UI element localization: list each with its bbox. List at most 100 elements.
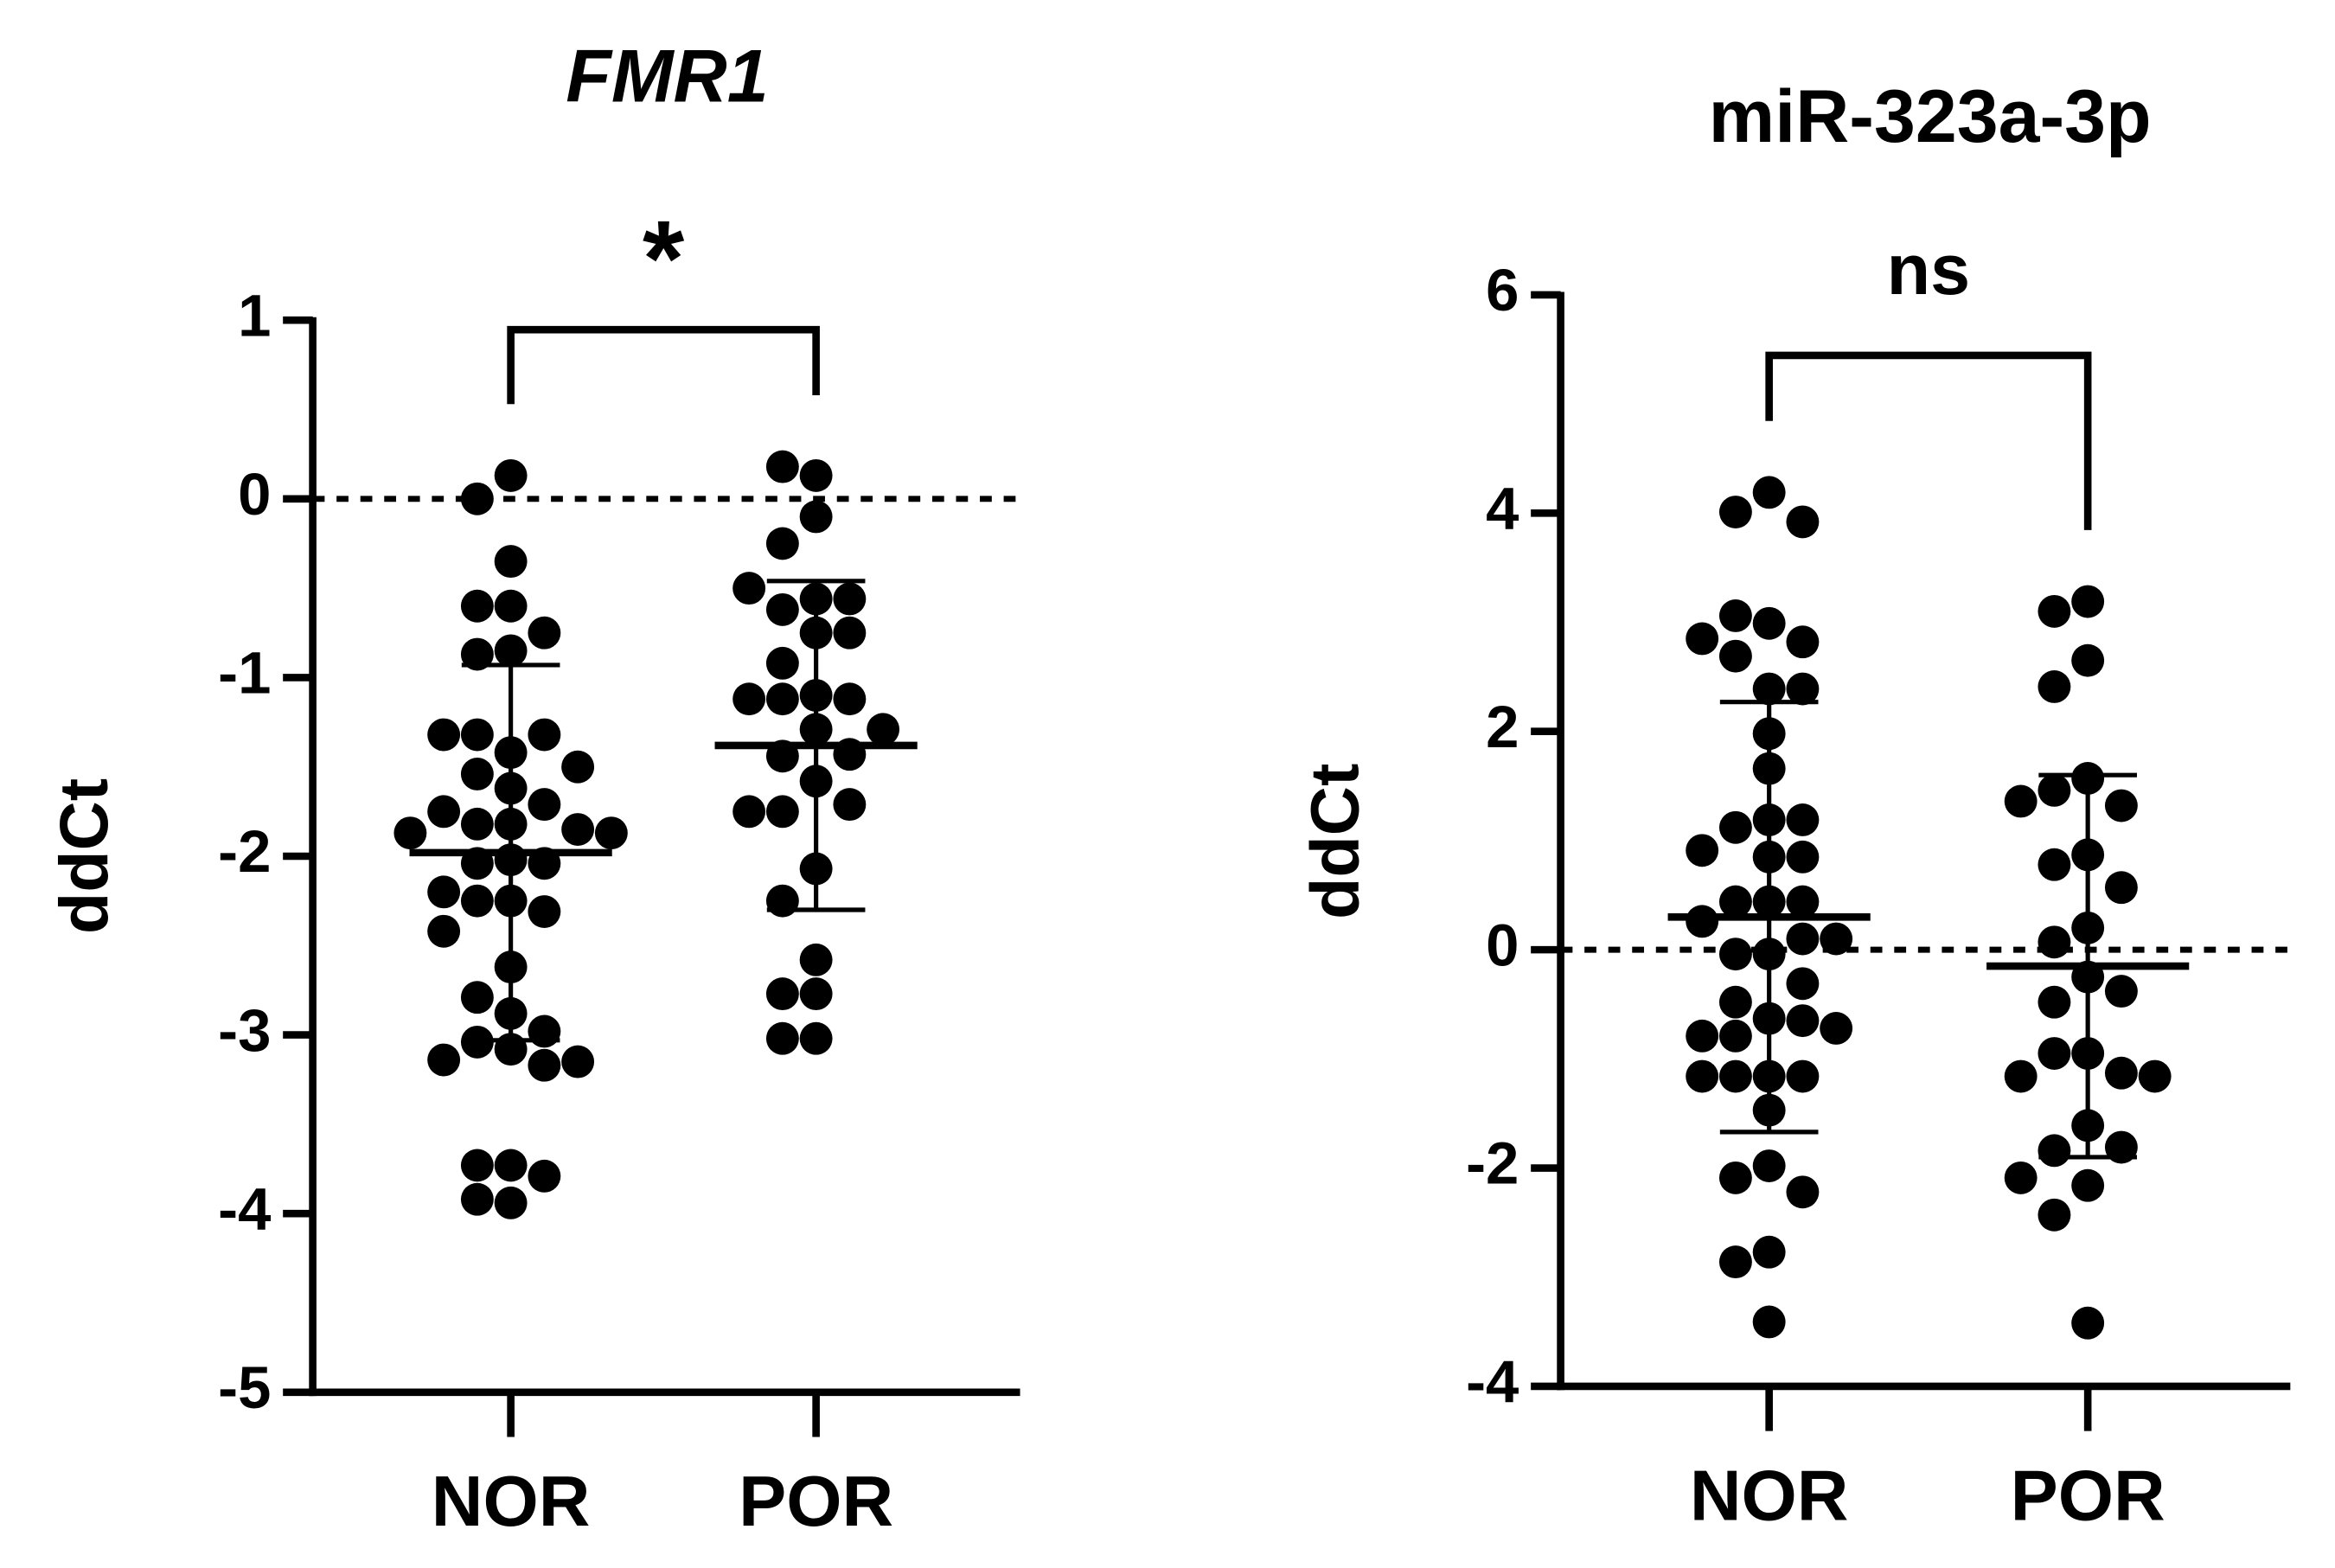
data-point <box>765 682 799 716</box>
data-point <box>765 450 799 483</box>
data-point <box>1786 1004 1820 1038</box>
data-point <box>2138 1059 2172 1093</box>
y-tick-label: -1 <box>218 640 271 707</box>
data-point <box>2038 1134 2071 1168</box>
data-point <box>2104 975 2138 1008</box>
y-tick-label: 1 <box>238 282 271 349</box>
data-point <box>1786 505 1820 539</box>
data-point <box>2071 585 2105 618</box>
data-point <box>2071 1306 2105 1340</box>
y-tick-label: 0 <box>238 461 271 528</box>
data-point <box>460 807 494 841</box>
y-tick-label: 6 <box>1486 257 1519 323</box>
data-point <box>1786 625 1820 659</box>
data-point <box>765 646 799 680</box>
data-point <box>2071 643 2105 677</box>
data-point <box>460 482 494 515</box>
data-point <box>494 634 528 668</box>
data-point <box>1752 672 1786 706</box>
significance-bracket <box>1765 351 2092 530</box>
data-point <box>1686 905 1719 938</box>
significance-label: * <box>643 200 685 319</box>
data-point <box>561 1045 595 1078</box>
data-point <box>460 1149 494 1182</box>
data-point <box>1718 885 1752 918</box>
x-tick-label: POR <box>2011 1455 2165 1535</box>
data-point <box>460 589 494 623</box>
data-point <box>427 1043 461 1077</box>
data-point <box>2004 1059 2038 1093</box>
data-point <box>528 1014 561 1048</box>
data-point <box>1752 1149 1786 1182</box>
data-point <box>1718 1059 1752 1093</box>
data-point <box>494 545 528 579</box>
data-point <box>2038 925 2071 959</box>
data-point <box>494 1149 528 1182</box>
data-point <box>867 713 900 746</box>
data-point <box>2038 1198 2071 1232</box>
data-point <box>2038 594 2071 628</box>
y-tick-label: -4 <box>218 1175 271 1242</box>
x-tick-label: POR <box>739 1461 893 1541</box>
data-point <box>833 616 867 650</box>
data-point <box>765 1021 799 1055</box>
data-point <box>1718 1019 1752 1053</box>
data-point <box>1786 1059 1820 1093</box>
data-point <box>427 914 461 948</box>
data-point <box>1686 622 1719 656</box>
x-tick-label: NOR <box>432 1461 591 1541</box>
y-tick-label: -2 <box>218 818 271 885</box>
data-point <box>833 788 867 822</box>
data-point <box>1718 1161 1752 1194</box>
data-point <box>1752 476 1786 509</box>
y-tick-label: -4 <box>1466 1348 1519 1415</box>
data-point <box>2104 789 2138 822</box>
data-point <box>494 1186 528 1219</box>
data-point <box>460 718 494 752</box>
data-point <box>2038 670 2071 703</box>
panel: FMR1 ddCt -5 -4 -3 -2 -1 0 1 NOR POR * <box>45 35 1020 1541</box>
data-point <box>2038 773 2071 807</box>
data-point <box>765 884 799 918</box>
data-point <box>2071 1168 2105 1202</box>
data-point <box>528 616 561 650</box>
data-point <box>427 718 461 752</box>
data-point <box>1786 885 1820 918</box>
data-point <box>765 795 799 829</box>
significance-label: ns <box>1887 229 1970 310</box>
data-point <box>799 1021 833 1055</box>
data-point <box>2038 848 2071 881</box>
data-point <box>833 582 867 616</box>
data-point <box>2004 784 2038 818</box>
data-point <box>594 816 628 850</box>
data-point <box>1686 834 1719 867</box>
data-point <box>460 884 494 918</box>
data-point <box>833 682 867 716</box>
data-point <box>1820 1012 1853 1045</box>
data-point <box>494 589 528 623</box>
data-point <box>732 795 766 829</box>
data-point <box>765 527 799 560</box>
data-point <box>1786 803 1820 836</box>
data-point <box>460 1182 494 1216</box>
data-point <box>1786 672 1820 706</box>
chart-title: FMR1 <box>566 35 768 118</box>
y-axis-label: ddCt <box>1296 764 1373 919</box>
data-point <box>494 458 528 492</box>
data-point <box>1786 840 1820 874</box>
data-point <box>427 795 461 829</box>
y-tick-label: -5 <box>218 1354 271 1421</box>
data-point <box>2104 1056 2138 1090</box>
data-point <box>460 758 494 790</box>
data-point <box>2104 871 2138 905</box>
data-point <box>732 682 766 716</box>
data-point <box>460 981 494 1014</box>
significance-bracket <box>507 325 820 405</box>
data-point <box>1786 922 1820 956</box>
data-point <box>561 813 595 846</box>
y-axis-label: ddCt <box>45 778 122 934</box>
data-point <box>460 637 494 671</box>
data-point <box>1718 639 1752 673</box>
data-point <box>765 592 799 626</box>
